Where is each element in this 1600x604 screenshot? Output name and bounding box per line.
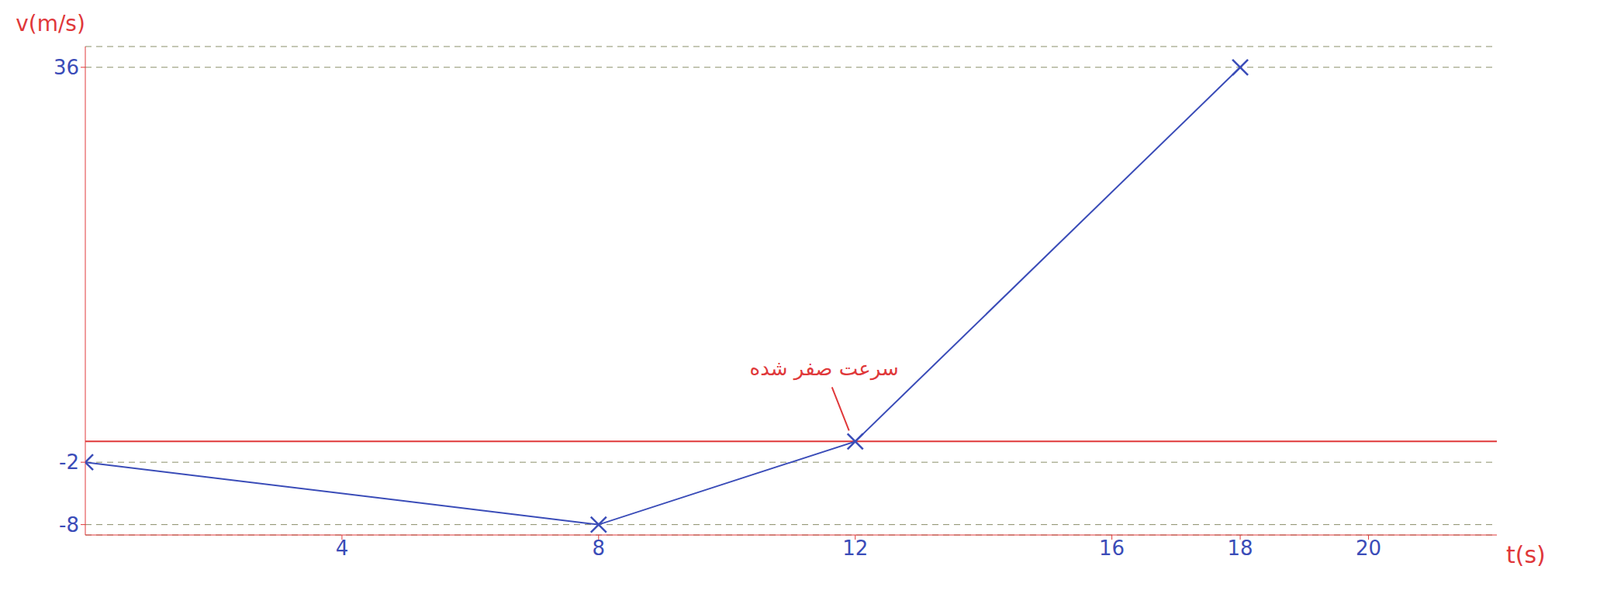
svg-text:-8: -8 [58,513,80,537]
svg-text:36: 36 [53,55,80,80]
svg-text:20: 20 [1355,536,1382,560]
svg-text:سرعت صفر شده: سرعت صفر شده [749,356,899,381]
svg-text:16: 16 [1098,536,1125,560]
svg-text:4: 4 [335,536,350,560]
svg-text:18: 18 [1227,536,1254,560]
svg-text:v(m/s): v(m/s) [15,10,86,37]
svg-text:12: 12 [842,536,868,560]
svg-text:t(s): t(s) [1506,541,1546,569]
svg-text:8: 8 [592,536,606,560]
svg-text:-2: -2 [58,450,80,474]
